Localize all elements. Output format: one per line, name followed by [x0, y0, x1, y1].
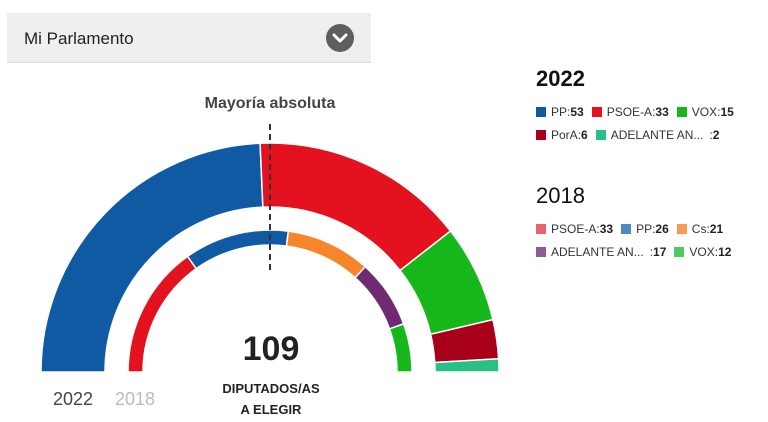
total-seats-caption-2: A ELEGIR	[241, 402, 303, 417]
legend-party-name: PSOE-A	[551, 221, 597, 236]
year-tab-2018[interactable]: 2018	[115, 389, 155, 409]
legend-separator: :	[652, 104, 656, 119]
legend-row: PSOE-A:33 PP:26 Cs:21	[536, 217, 739, 240]
legend-seat-count: 2	[712, 127, 720, 142]
legend-item[interactable]: PP:26	[621, 222, 669, 236]
total-seats-value: 109	[243, 330, 300, 368]
legend-party-name: ADELANTE AN...	[551, 244, 644, 259]
seat-segment-2022-adelante-an[interactable]	[433, 358, 500, 373]
legend-item[interactable]: PorA:6	[536, 128, 588, 142]
legend-row: ADELANTE AN...:17 VOX:12	[536, 240, 739, 263]
ring-2022	[40, 142, 500, 373]
legend-item[interactable]: ADELANTE AN...:2	[595, 127, 720, 142]
parliament-chart: Mayoría absoluta 109 DIPUTADOS/AS A ELEG…	[40, 95, 500, 417]
legend-party-name: Cs	[691, 221, 707, 236]
legend-seat-count: 12	[718, 244, 732, 259]
legend-separator: :	[709, 127, 713, 142]
legend-item[interactable]: PSOE-A:33	[536, 222, 613, 236]
legend-seat-count: 26	[655, 221, 669, 236]
legend-year-title: 2022	[536, 66, 585, 91]
legend-seat-count: 17	[653, 244, 667, 259]
legend-separator: :	[649, 244, 654, 259]
seat-segment-2018-pp[interactable]	[186, 229, 290, 270]
legend-2022: 2022 PP:53 PSOE-A:33 VOX:15 PorA:6 ADELANTE A…	[536, 66, 742, 146]
legend-item[interactable]: PSOE-A:33	[591, 104, 669, 119]
seat-segment-2018-vox[interactable]	[388, 322, 413, 373]
year-tab-2022[interactable]: 2022	[53, 389, 93, 409]
legend-swatch	[536, 246, 546, 257]
legend-2018: 2018 PSOE-A:33 PP:26 Cs:21 ADELANTE AN...:17…	[536, 183, 739, 263]
legend-party-name: VOX	[689, 244, 715, 259]
legend-seat-count: 33	[655, 104, 669, 119]
legend-swatch	[536, 129, 546, 140]
seat-segment-2018-adelante-an[interactable]	[354, 265, 405, 330]
legend-item[interactable]: Cs:21	[676, 221, 724, 236]
legend-party-name: ADELANTE AN...	[610, 127, 704, 142]
legend-item[interactable]: ADELANTE AN...:17	[536, 245, 666, 259]
legend-swatch	[676, 223, 687, 234]
legend-separator: :	[596, 221, 600, 236]
legend-separator: :	[567, 104, 571, 119]
legend-item[interactable]: VOX:15	[676, 104, 734, 119]
legend-row: PorA:6 ADELANTE AN...:2	[536, 123, 742, 146]
legend-separator: :	[577, 127, 582, 142]
legend-swatch	[536, 223, 546, 234]
legend-year-title: 2018	[536, 183, 585, 208]
legend-swatch	[595, 129, 606, 140]
legend-party-name: PP	[636, 221, 653, 236]
legend-seat-count: 21	[709, 221, 724, 236]
legend-swatch	[676, 106, 687, 117]
legend-seat-count: 15	[720, 104, 734, 119]
legend-item[interactable]: PP:53	[536, 105, 584, 119]
seat-segment-2022-pp[interactable]	[40, 142, 264, 373]
majority-label: Mayoría absoluta	[205, 95, 336, 112]
seat-segment-2022-psoe-a[interactable]	[259, 142, 452, 272]
legend-swatch	[674, 246, 685, 257]
legend-row: PP:53 PSOE-A:33 VOX:15	[536, 100, 742, 123]
legend-swatch	[591, 106, 602, 117]
legend-separator: :	[706, 221, 710, 236]
legend-party-name: VOX	[691, 104, 718, 119]
legend-party-name: PorA	[551, 127, 578, 142]
legend-seat-count: 53	[570, 104, 584, 119]
legend-swatch	[536, 106, 546, 117]
legend-party-name: PP	[551, 104, 568, 119]
total-seats-caption: DIPUTADOS/AS	[222, 381, 320, 396]
seat-segment-2018-cs[interactable]	[285, 230, 367, 279]
ring-2018	[127, 229, 413, 373]
legend-item[interactable]: VOX:12	[674, 245, 731, 259]
chevron-down-icon[interactable]	[326, 24, 354, 52]
legend-separator: :	[714, 244, 719, 259]
legend-separator: :	[652, 221, 656, 236]
parliament-dropdown[interactable]: Mi Parlamento	[7, 13, 371, 63]
legend-seat-count: 6	[581, 127, 588, 142]
dropdown-label: Mi Parlamento	[24, 29, 134, 48]
legend-party-name: PSOE-A	[606, 104, 653, 119]
legend-seat-count: 33	[599, 221, 614, 236]
legend-swatch	[621, 223, 632, 234]
legend-separator: :	[717, 104, 721, 119]
